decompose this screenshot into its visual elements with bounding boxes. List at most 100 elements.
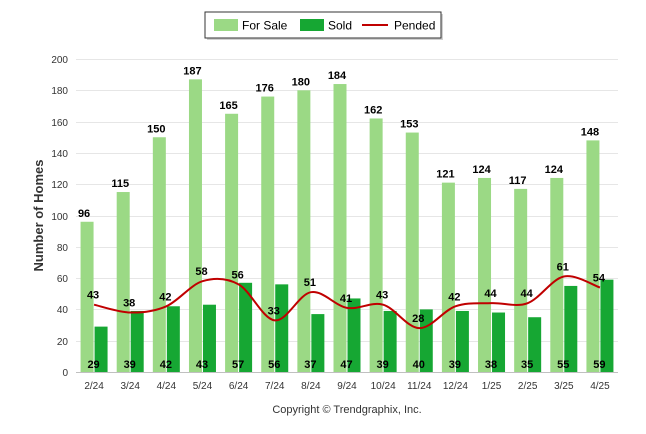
- label-for-sale: 162: [364, 104, 382, 116]
- bar-for-sale: [188, 79, 202, 372]
- label-pended: 44: [521, 288, 534, 300]
- y-tick-label: 60: [57, 274, 69, 285]
- x-tick-label: 12/24: [443, 381, 468, 392]
- bar-for-sale: [550, 177, 564, 372]
- bar-sold: [130, 310, 144, 372]
- label-sold: 35: [521, 359, 533, 371]
- bar-for-sale: [514, 188, 528, 372]
- x-tick-label: 11/24: [407, 381, 432, 392]
- label-sold: 57: [232, 359, 244, 371]
- legend-label: For Sale: [242, 19, 288, 33]
- bar-for-sale: [261, 96, 275, 372]
- label-pended: 38: [123, 298, 135, 310]
- y-tick-label: 100: [51, 212, 68, 223]
- y-tick-label: 20: [57, 337, 69, 348]
- label-pended: 43: [376, 290, 388, 302]
- bar-for-sale: [80, 221, 94, 372]
- bar-sold: [528, 317, 542, 372]
- label-sold: 38: [485, 359, 497, 371]
- x-tick-label: 2/25: [518, 381, 538, 392]
- bar-sold: [239, 282, 253, 372]
- x-tick-label: 10/24: [371, 381, 396, 392]
- y-axis: 0 20 40 60 80 100 120 140 160 180 200: [51, 55, 68, 379]
- label-sold: 56: [268, 359, 280, 371]
- bar-for-sale: [225, 113, 239, 373]
- y-axis-title: Number of Homes: [31, 160, 46, 272]
- legend-item: For Sale: [214, 19, 288, 33]
- label-pended: 28: [412, 313, 424, 325]
- label-pended: 42: [159, 291, 171, 303]
- label-pended: 41: [340, 293, 352, 305]
- x-tick-label: 8/24: [301, 381, 321, 392]
- legend-swatch: [300, 19, 324, 31]
- label-for-sale: 150: [147, 123, 165, 135]
- bar-sold: [166, 306, 180, 372]
- label-sold: 42: [160, 359, 172, 371]
- legend-item: Sold: [300, 19, 352, 33]
- label-for-sale: 96: [78, 208, 90, 220]
- label-pended: 58: [195, 266, 207, 278]
- x-tick-label: 2/24: [84, 381, 104, 392]
- label-pended: 61: [557, 262, 569, 274]
- bar-sold: [383, 310, 397, 372]
- copyright-text: Copyright © Trendgraphix, Inc.: [272, 404, 421, 416]
- bar-for-sale: [586, 140, 600, 372]
- legend: For Sale Sold Pended: [204, 11, 443, 40]
- y-tick-label: 180: [51, 86, 68, 97]
- label-for-sale: 124: [472, 164, 491, 176]
- label-sold: 39: [377, 359, 389, 371]
- legend-label: Sold: [328, 19, 352, 33]
- label-for-sale: 115: [111, 178, 129, 190]
- label-sold: 59: [593, 359, 605, 371]
- x-tick-label: 3/24: [120, 381, 140, 392]
- x-tick-label: 7/24: [265, 381, 285, 392]
- label-pended: 43: [87, 290, 99, 302]
- bar-sold: [275, 284, 289, 372]
- x-tick-label: 3/25: [554, 381, 574, 392]
- y-tick-label: 200: [51, 55, 68, 66]
- x-tick-label: 6/24: [229, 381, 249, 392]
- label-sold: 29: [87, 359, 99, 371]
- y-tick-label: 40: [57, 305, 69, 316]
- label-pended: 54: [593, 272, 606, 284]
- y-tick-label: 140: [51, 149, 68, 160]
- y-tick-label: 160: [51, 118, 68, 129]
- label-sold: 47: [340, 359, 352, 371]
- label-pended: 51: [304, 277, 316, 289]
- bar-for-sale: [405, 132, 419, 372]
- x-tick-label: 9/24: [337, 381, 357, 392]
- bar-sold: [492, 312, 506, 372]
- y-tick-label: 120: [51, 180, 68, 191]
- bar-sold: [202, 304, 216, 372]
- label-for-sale: 180: [292, 76, 310, 88]
- x-tick-label: 4/25: [590, 381, 610, 392]
- label-for-sale: 148: [581, 126, 599, 138]
- label-sold: 43: [196, 359, 208, 371]
- bar-for-sale: [152, 137, 166, 372]
- label-pended: 42: [448, 291, 460, 303]
- label-for-sale: 121: [436, 169, 454, 181]
- label-for-sale: 153: [400, 119, 418, 131]
- x-tick-label: 1/25: [482, 381, 502, 392]
- label-for-sale: 176: [256, 83, 274, 95]
- y-tick-label: 80: [57, 243, 69, 254]
- label-pended: 33: [268, 305, 280, 317]
- x-tick-label: 5/24: [193, 381, 213, 392]
- label-sold: 39: [124, 359, 136, 371]
- label-sold: 55: [557, 359, 569, 371]
- bars: [80, 79, 614, 373]
- bar-for-sale: [116, 192, 130, 372]
- bar-for-sale: [297, 90, 311, 373]
- label-for-sale: 117: [509, 175, 527, 187]
- label-for-sale: 165: [219, 100, 237, 112]
- x-tick-label: 4/24: [157, 381, 177, 392]
- bar-sold: [311, 314, 325, 372]
- data-labels: 96 29 115 39 150 42 187 43 165 57 176 56 180 37 184 47 1…: [78, 65, 606, 371]
- bar-sold: [600, 279, 614, 372]
- bar-for-sale: [441, 182, 455, 372]
- bar-for-sale: [369, 118, 383, 372]
- label-for-sale: 124: [545, 164, 564, 176]
- label-for-sale: 187: [183, 65, 201, 77]
- label-for-sale: 184: [328, 70, 347, 82]
